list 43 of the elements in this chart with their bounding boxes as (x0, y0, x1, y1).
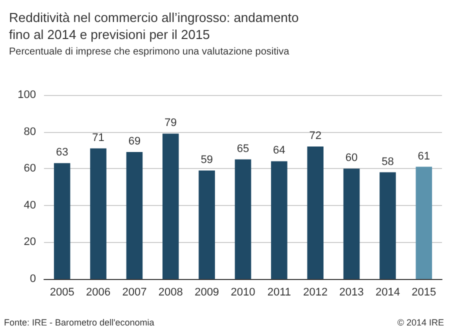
data-label: 71 (92, 132, 104, 144)
x-tick-label: 2013 (339, 286, 364, 298)
x-tick-label: 2010 (230, 286, 256, 298)
y-tick-label: 80 (24, 126, 36, 138)
data-label: 58 (382, 156, 394, 168)
y-tick-label: 100 (18, 89, 36, 101)
bar (54, 163, 70, 279)
bar (198, 170, 215, 279)
x-tick-label: 2014 (375, 286, 400, 298)
bar (162, 134, 179, 279)
x-tick-label: 2009 (194, 286, 220, 298)
data-label: 79 (164, 117, 177, 130)
y-tick-label: 0 (30, 273, 36, 285)
data-label: 72 (309, 130, 322, 142)
data-label: 65 (236, 142, 250, 155)
data-label: 63 (56, 146, 68, 159)
bar (271, 161, 288, 279)
y-tick-label: 40 (24, 199, 36, 212)
x-tick-label: 2008 (158, 286, 183, 298)
source-note: Fonte: IRE - Barometro dell'economia (4, 318, 154, 328)
data-label: 60 (345, 152, 358, 164)
bar (90, 148, 106, 279)
x-tick-label: 2007 (122, 286, 147, 298)
data-label: 69 (128, 136, 141, 148)
chart-subtitle: Percentuale di imprese che esprimono una valutazione positiva (9, 46, 290, 58)
data-label: 61 (418, 150, 430, 162)
bar (307, 146, 324, 279)
x-tick-label: 2012 (303, 286, 328, 298)
data-label: 64 (273, 144, 286, 157)
x-tick-label: 2005 (50, 286, 74, 298)
y-tick-label: 60 (24, 162, 36, 175)
bar (380, 172, 396, 279)
data-label: 59 (200, 154, 213, 166)
bar (126, 152, 143, 279)
chart-title: Redditività nel commercio all’ingrosso: andamento fino al 2014 e previsioni per il 2015 (9, 10, 302, 42)
x-tick-label: 2006 (86, 286, 111, 298)
y-tick-label: 20 (24, 236, 36, 248)
bar (416, 166, 432, 279)
bar (234, 159, 252, 279)
x-tick-label: 2011 (267, 286, 292, 298)
text: © 2014 IRE (397, 318, 444, 328)
x-tick-label: 2015 (412, 286, 436, 298)
bar (343, 168, 360, 279)
